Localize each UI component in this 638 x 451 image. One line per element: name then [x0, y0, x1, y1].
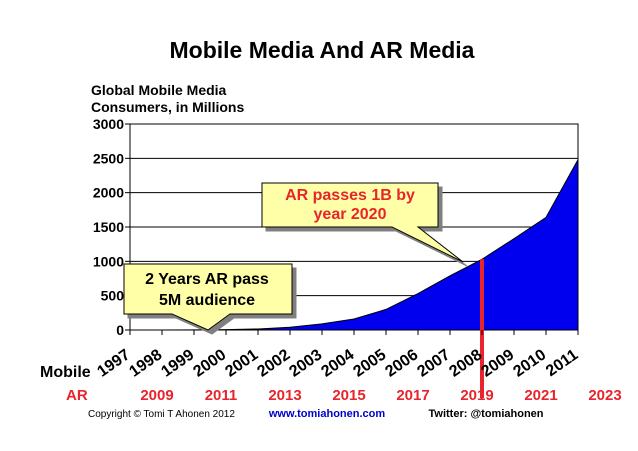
- callout-5m-line-1: 2 Years AR pass: [145, 271, 269, 288]
- copyright-text: Copyright © Tomi T Ahonen 2012: [88, 409, 235, 420]
- chart-title: Mobile Media And AR Media: [170, 37, 475, 63]
- x-tick-label: 2009: [478, 346, 517, 380]
- y-axis-label-line-2: Consumers, in Millions: [91, 99, 244, 115]
- x-tick-label: 2005: [350, 346, 389, 380]
- callout-ar-1b-box: [261, 182, 464, 263]
- ar-year-label: 2011: [205, 387, 238, 404]
- callout-ar-1b-line-2: year 2020: [314, 206, 387, 223]
- ar-year-label: 2017: [396, 387, 429, 404]
- callout-5m-line-2: 5M audience: [159, 292, 255, 309]
- y-tick-label: 1000: [93, 253, 124, 269]
- x-tick-label: 1999: [158, 346, 197, 380]
- y-axis-ticks: 0 500 1000 1500 2000 2500 3000: [93, 116, 130, 338]
- ar-year-label: 2019: [460, 387, 493, 404]
- ar-year-label: 2023: [588, 387, 621, 404]
- y-tick-label: 3000: [93, 116, 124, 132]
- x-tick-label: 2003: [286, 346, 325, 380]
- x-tick-label: 2004: [318, 346, 357, 380]
- ar-year-label: 2009: [140, 387, 173, 404]
- callout-5m-box: [123, 263, 293, 331]
- website-link[interactable]: www.tomiahonen.com: [268, 408, 386, 420]
- y-tick-label: 0: [116, 322, 124, 338]
- y-tick-label: 2500: [93, 150, 124, 166]
- y-axis-label-line-1: Global Mobile Media: [91, 82, 227, 98]
- x-tick-label: 2010: [510, 346, 549, 380]
- ar-year-ticks: 2009 2011 2013 2015 2017 2019 2021 2023: [140, 387, 621, 404]
- x-tick-label: 2002: [254, 346, 293, 380]
- y-tick-label: 500: [101, 288, 125, 304]
- x-tick-label: 2007: [414, 346, 453, 380]
- x-axis-ticks: 1997199819992000200120022003200420052006…: [94, 330, 581, 381]
- callout-ar-1b: AR passes 1B by year 2020: [261, 182, 464, 263]
- callout-5m: 2 Years AR pass 5M audience: [123, 263, 293, 331]
- ar-year-label: 2021: [524, 387, 557, 404]
- twitter-handle: Twitter: @tomiahonen: [428, 408, 543, 420]
- mobile-axis-label: Mobile: [40, 364, 91, 381]
- ar-axis-label: AR: [66, 387, 88, 404]
- x-tick-label: 2008: [446, 346, 485, 380]
- ar-year-label: 2013: [268, 387, 301, 404]
- x-tick-label: 2000: [190, 346, 229, 380]
- x-tick-label: 1997: [94, 346, 133, 380]
- x-tick-label: 2011: [543, 346, 581, 380]
- x-tick-label: 1998: [126, 346, 165, 380]
- callout-ar-1b-line-1: AR passes 1B by: [285, 187, 415, 204]
- y-tick-label: 1500: [93, 219, 124, 235]
- x-tick-label: 2006: [382, 346, 421, 380]
- y-tick-label: 2000: [93, 185, 124, 201]
- ar-year-label: 2015: [332, 387, 365, 404]
- x-tick-label: 2001: [222, 346, 261, 380]
